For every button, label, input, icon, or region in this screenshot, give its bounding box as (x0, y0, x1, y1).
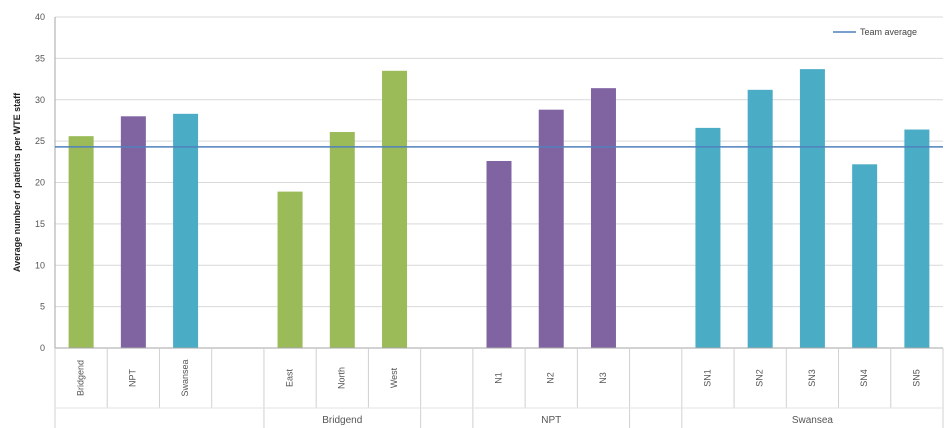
y-tick-label-40: 40 (35, 12, 45, 22)
bar-north (329, 132, 355, 348)
bar-sn1 (695, 127, 721, 348)
y-tick-label-35: 35 (35, 53, 45, 63)
x-tick-label-bridgend: Bridgend (75, 360, 85, 396)
y-tick-label-0: 0 (40, 343, 45, 353)
bar-sn3 (799, 69, 825, 348)
x-tick-label-sn2: SN2 (755, 369, 765, 387)
x-axis: Bridgend NPT Swansea East North West N1 N2 N3 SN1… (54, 347, 944, 428)
x-tick-label-n2: N2 (546, 372, 556, 384)
bar-sn2 (747, 89, 773, 348)
bar-sn5 (904, 129, 930, 348)
bars (68, 69, 930, 349)
y-tick-label-25: 25 (35, 136, 45, 146)
x-tick-label-sn4: SN4 (859, 369, 869, 387)
group-label-bridgend: Bridgend (322, 415, 362, 426)
x-tick-label-west: West (389, 367, 399, 388)
legend-label-team-average: Team average (860, 27, 917, 37)
x-tick-label-north: North (337, 367, 347, 389)
x-tick-label-npt: NPT (128, 368, 138, 387)
bar-sn4 (852, 164, 878, 348)
y-tick-label-15: 15 (35, 219, 45, 229)
bar-n3 (590, 88, 616, 348)
bar-npt (120, 116, 146, 348)
x-tick-label-sn5: SN5 (911, 369, 921, 387)
bar-bridgend (68, 136, 94, 348)
bar-east (277, 191, 303, 348)
bar-west (382, 70, 408, 348)
x-tick-label-east: East (284, 368, 294, 387)
x-tick-label-n1: N1 (493, 372, 503, 384)
y-tick-label-20: 20 (35, 178, 45, 188)
bar-n1 (486, 160, 512, 348)
x-tick-label-sn1: SN1 (702, 369, 712, 387)
group-label-swansea: Swansea (792, 415, 834, 426)
bar-n2 (538, 109, 564, 349)
y-axis-ticks: 0 5 10 15 20 25 30 35 40 (35, 12, 56, 353)
group-label-npt: NPT (541, 415, 561, 426)
y-tick-label-30: 30 (35, 95, 45, 105)
y-tick-label-5: 5 (40, 302, 45, 312)
y-tick-label-10: 10 (35, 260, 45, 270)
x-tick-label-swansea: Swansea (180, 359, 190, 396)
x-tick-label-sn3: SN3 (807, 369, 817, 387)
legend: Team average (833, 27, 917, 37)
x-tick-label-n3: N3 (598, 372, 608, 384)
y-axis-label: Average number of patients per WTE staff (12, 92, 22, 272)
bar-swansea (173, 113, 199, 348)
